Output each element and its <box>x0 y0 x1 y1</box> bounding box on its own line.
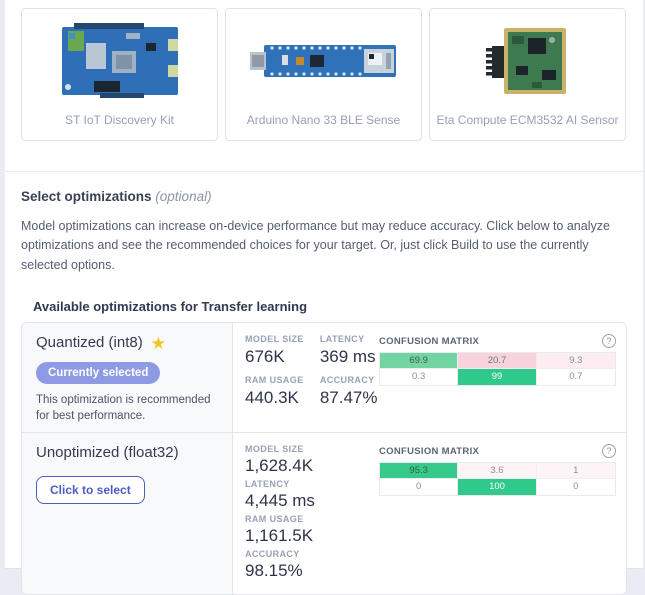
confusion-cell: 1 <box>536 463 615 480</box>
target-card-label: Eta Compute ECM3532 AI Sensor <box>436 113 619 127</box>
recommended-star-icon: ★ <box>150 333 166 353</box>
target-cards: ST IoT Discovery Kit <box>21 8 643 141</box>
latency-value: 4,445 ms <box>245 491 315 511</box>
eta-board-illustration <box>485 28 566 94</box>
unoptimized-metrics-cell: MODEL SIZE 1,628.4K LATENCY 4,445 ms RAM… <box>233 433 373 594</box>
target-card-eta-compute-ecm3532[interactable]: Eta Compute ECM3532 AI Sensor <box>429 8 626 141</box>
latency-label: LATENCY <box>319 334 365 345</box>
latency-label: LATENCY <box>245 479 290 490</box>
model-size-label: MODEL SIZE <box>245 444 304 455</box>
confusion-matrix-header: CONFUSION MATRIX ? <box>379 334 616 349</box>
confusion-matrix: 95.3 3.6 1 0 100 0 <box>379 462 616 497</box>
ram-usage-value: 440.3K <box>245 388 299 408</box>
optimizations-section: Select optimizations (optional) Model op… <box>5 189 643 595</box>
confusion-cell: 0 <box>536 479 615 496</box>
section-title: Select optimizations (optional) <box>21 189 627 204</box>
confusion-matrix-header: CONFUSION MATRIX ? <box>379 444 616 459</box>
help-icon[interactable]: ? <box>602 334 616 349</box>
optimization-name-text: Unoptimized (float32) <box>36 444 179 462</box>
quantized-confusion-matrix-cell: CONFUSION MATRIX ? 69.9 20.7 9.3 0.3 99 … <box>373 323 626 432</box>
confusion-cell: 69.9 <box>380 353 459 370</box>
optimization-name: Unoptimized (float32) <box>36 444 218 462</box>
available-optimizations-title: Available optimizations for Transfer lea… <box>33 299 308 315</box>
metrics-grid: MODEL SIZE LATENCY 676K 369 ms RAM USAGE… <box>245 334 378 416</box>
recommendation-note: This optimization is recommended for bes… <box>36 394 211 422</box>
unoptimized-info-cell: Unoptimized (float32) Click to select <box>22 433 233 595</box>
st-board-illustration <box>61 23 178 98</box>
confusion-cell: 0.7 <box>536 369 615 386</box>
quantized-info-cell: Quantized (int8) ★ Currently selected Th… <box>22 323 233 433</box>
confusion-cell: 20.7 <box>458 353 537 370</box>
latency-value: 369 ms <box>319 347 376 367</box>
model-size-label: MODEL SIZE <box>245 334 304 345</box>
target-card-arduino-nano-33-ble-sense[interactable]: Arduino Nano 33 BLE Sense <box>225 8 422 141</box>
ram-usage-label: RAM USAGE <box>245 514 304 525</box>
deployment-panel: ST IoT Discovery Kit <box>5 0 643 595</box>
accuracy-value: 98.15% <box>245 561 303 581</box>
optimization-name-text: Quantized (int8) <box>36 334 143 352</box>
ram-usage-label: RAM USAGE <box>245 375 304 386</box>
optional-label: (optional) <box>155 189 212 204</box>
accuracy-value: 87.47% <box>319 388 378 408</box>
help-icon[interactable]: ? <box>602 444 616 459</box>
optimization-row-unoptimized-float32: Unoptimized (float32) Click to select MO… <box>22 432 626 595</box>
target-card-label: Arduino Nano 33 BLE Sense <box>246 113 401 127</box>
model-size-value: 676K <box>245 347 285 367</box>
confusion-cell: 95.3 <box>380 463 459 480</box>
arduino-board-illustration <box>249 45 396 77</box>
model-size-value: 1,628.4K <box>245 456 314 476</box>
confusion-cell: 9.3 <box>536 353 615 370</box>
confusion-matrix: 69.9 20.7 9.3 0.3 99 0.7 <box>379 352 616 387</box>
target-card-label: ST IoT Discovery Kit <box>65 113 174 127</box>
quantized-metrics-cell: MODEL SIZE LATENCY 676K 369 ms RAM USAGE… <box>233 323 378 432</box>
accuracy-label: ACCURACY <box>319 375 375 386</box>
click-to-select-button[interactable]: Click to select <box>36 476 145 505</box>
confusion-cell: 100 <box>458 479 537 496</box>
section-description: Model optimizations can increase on-devi… <box>21 219 610 272</box>
currently-selected-badge: Currently selected <box>36 362 161 385</box>
optimization-name: Quantized (int8) ★ <box>36 334 218 352</box>
confusion-matrix-label: CONFUSION MATRIX <box>379 445 480 457</box>
arduino-nano-image <box>248 9 400 113</box>
eta-compute-image <box>485 9 570 113</box>
optimizations-table: Quantized (int8) ★ Currently selected Th… <box>21 322 627 595</box>
section-title-text: Select optimizations <box>21 189 152 204</box>
confusion-cell: 0.3 <box>380 369 459 386</box>
confusion-cell: 99 <box>458 369 537 386</box>
confusion-cell: 3.6 <box>458 463 537 480</box>
target-card-st-iot-discovery-kit[interactable]: ST IoT Discovery Kit <box>21 8 218 141</box>
accuracy-label: ACCURACY <box>245 549 300 560</box>
unoptimized-confusion-matrix-cell: CONFUSION MATRIX ? 95.3 3.6 1 0 100 0 <box>373 433 626 594</box>
st-iot-discovery-kit-image <box>60 9 180 113</box>
section-divider <box>5 171 643 172</box>
ram-usage-value: 1,161.5K <box>245 526 314 546</box>
optimization-row-quantized-int8: Quantized (int8) ★ Currently selected Th… <box>22 323 626 433</box>
confusion-matrix-label: CONFUSION MATRIX <box>379 335 480 347</box>
confusion-cell: 0 <box>380 479 459 496</box>
